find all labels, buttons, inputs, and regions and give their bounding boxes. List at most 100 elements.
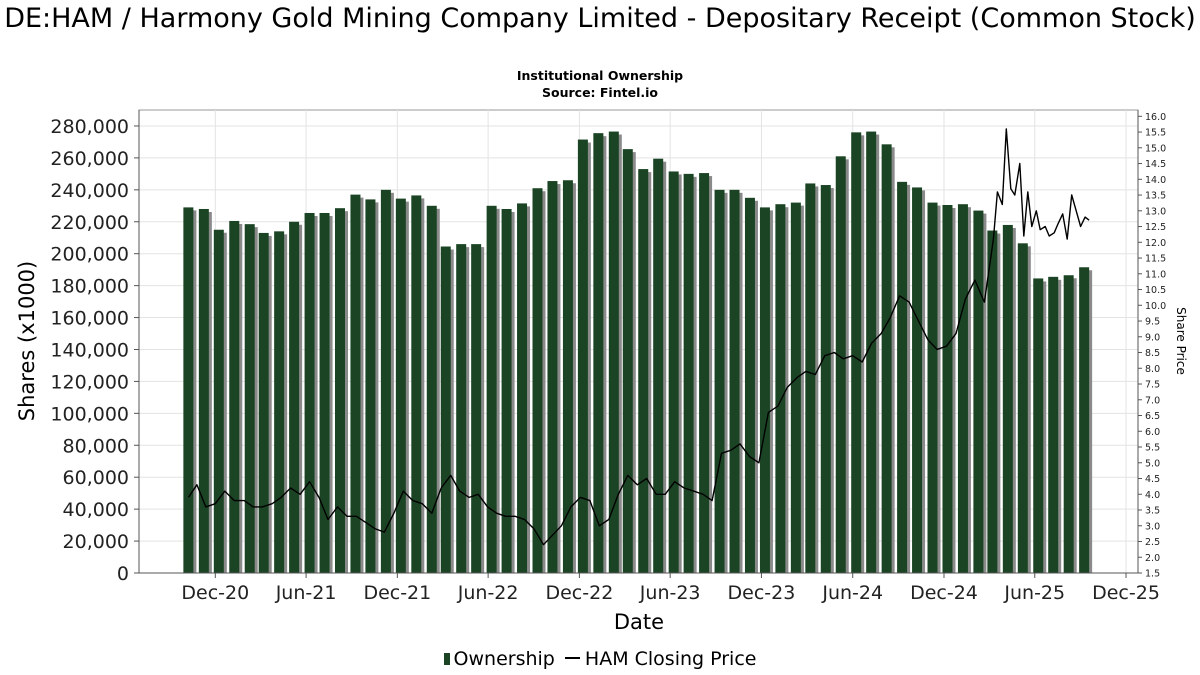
y-tick-label: 40,000 xyxy=(63,499,129,521)
ownership-bar xyxy=(927,202,938,573)
y-tick-label: 140,000 xyxy=(50,339,129,361)
ownership-bar xyxy=(380,189,391,574)
y-tick-label: 200,000 xyxy=(50,244,129,266)
ownership-bar xyxy=(912,187,923,574)
ownership-bar xyxy=(1079,267,1090,573)
ownership-bar xyxy=(319,212,330,573)
ownership-bar xyxy=(957,204,968,574)
ownership-bar xyxy=(486,205,497,574)
y-tick-label: 240,000 xyxy=(50,180,129,202)
ownership-bar xyxy=(729,189,740,574)
y2-tick-label: 7.5 xyxy=(1145,380,1160,391)
ownership-bar xyxy=(744,197,755,573)
y2-tick-label: 15.5 xyxy=(1145,128,1166,139)
ownership-bar xyxy=(334,208,345,573)
ownership-bar xyxy=(714,189,725,574)
y2-tick-label: 14.5 xyxy=(1145,159,1166,170)
y2-tick-label: 11.5 xyxy=(1145,254,1166,265)
ownership-bar xyxy=(973,210,984,573)
ownership-bar xyxy=(1033,278,1044,573)
y2-tick-label: 4.5 xyxy=(1145,474,1160,485)
ownership-bar xyxy=(851,132,862,573)
y2-tick-label: 3.5 xyxy=(1145,506,1160,517)
y2-tick-label: 1.5 xyxy=(1145,569,1160,580)
ownership-bar xyxy=(350,194,361,573)
x-tick-label: Dec-20 xyxy=(181,582,249,604)
x-tick-label: Dec-24 xyxy=(910,582,978,604)
legend-ownership: Ownership xyxy=(443,647,555,671)
ownership-bar xyxy=(517,203,528,574)
x-tick-label: Jun-21 xyxy=(275,582,337,604)
ownership-bar xyxy=(835,156,846,574)
ownership-bar xyxy=(244,224,255,573)
x-tick-label: Dec-21 xyxy=(363,582,431,604)
y2-tick-label: 5.0 xyxy=(1145,458,1160,469)
line-swatch-icon xyxy=(564,657,580,659)
bar-swatch-icon xyxy=(443,653,450,665)
ownership-bar xyxy=(1002,224,1013,573)
legend-ownership-label: Ownership xyxy=(453,648,555,670)
y2-tick-label: 9.0 xyxy=(1145,332,1160,343)
chart-title: DE:HAM / Harmony Gold Mining Company Lim… xyxy=(4,3,1196,34)
x-tick-label: Jun-25 xyxy=(1003,582,1065,604)
y2-tick-label: 16.0 xyxy=(1145,112,1166,123)
ownership-bar xyxy=(456,244,467,573)
y2-tick-label: 12.0 xyxy=(1145,238,1166,249)
y2-tick-label: 3.0 xyxy=(1145,521,1160,532)
y2-tick-label: 14.0 xyxy=(1145,175,1166,186)
y2-axis-title: Share Price xyxy=(1174,307,1188,375)
y2-tick-label: 8.0 xyxy=(1145,364,1160,375)
ownership-bar xyxy=(987,230,998,573)
y2-tick-label: 10.5 xyxy=(1145,285,1166,296)
ownership-bar xyxy=(532,188,543,574)
ownership-bar xyxy=(1063,275,1074,573)
legend: Ownership HAM Closing Price xyxy=(0,647,1200,671)
chart-subtitle: Institutional Ownership xyxy=(516,68,684,83)
x-tick-label: Jun-24 xyxy=(821,582,883,604)
ownership-bar xyxy=(183,207,194,573)
y2-tick-label: 8.5 xyxy=(1145,348,1160,359)
x-tick-label: Jun-23 xyxy=(639,582,701,604)
ownership-bar xyxy=(820,185,831,573)
ownership-bar xyxy=(775,204,786,574)
ownership-bars xyxy=(183,131,1093,574)
ownership-bar xyxy=(198,208,209,573)
ownership-bar xyxy=(805,183,816,573)
y-tick-label: 100,000 xyxy=(50,403,129,425)
y2-tick-label: 2.0 xyxy=(1145,553,1160,564)
y-tick-label: 220,000 xyxy=(50,212,129,234)
x-tick-label: Dec-25 xyxy=(1092,582,1160,604)
y2-tick-label: 12.5 xyxy=(1145,222,1166,233)
ownership-bar xyxy=(683,173,694,574)
y-axis-title: Shares (x1000) xyxy=(15,261,39,421)
ownership-bar xyxy=(547,181,558,573)
y2-tick-label: 2.5 xyxy=(1145,537,1160,548)
ownership-bar xyxy=(790,202,801,573)
y-tick-label: 280,000 xyxy=(50,116,129,138)
y-tick-label: 160,000 xyxy=(50,308,129,330)
ownership-bar xyxy=(471,244,482,573)
ownership-bar xyxy=(942,204,953,574)
chart-source: Source: Fintel.io xyxy=(542,85,658,100)
legend-price: HAM Closing Price xyxy=(564,647,757,671)
ownership-bar xyxy=(274,231,285,573)
price-line-group xyxy=(187,128,1090,546)
x-axis-title: Date xyxy=(614,610,664,634)
ownership-bar xyxy=(1048,276,1059,573)
x-tick-label: Dec-22 xyxy=(545,582,613,604)
ownership-bar xyxy=(289,221,300,574)
ownership-bar xyxy=(213,229,224,573)
y-tick-label: 120,000 xyxy=(50,371,129,393)
y2-tick-label: 9.5 xyxy=(1145,317,1160,328)
ownership-bar xyxy=(440,246,451,573)
ownership-bar xyxy=(638,169,649,573)
ownership-bar xyxy=(622,149,633,573)
ownership-bar xyxy=(258,232,269,573)
ownership-bar xyxy=(608,131,619,573)
ownership-chart: 0 20,000 40,000 60,000 80,000 100,000 120,000 1… xyxy=(15,109,1188,634)
ownership-bar xyxy=(881,144,892,573)
ownership-bar xyxy=(426,205,437,574)
ownership-bar xyxy=(501,208,512,573)
price-line xyxy=(187,128,1090,546)
legend-price-label: HAM Closing Price xyxy=(584,648,757,670)
